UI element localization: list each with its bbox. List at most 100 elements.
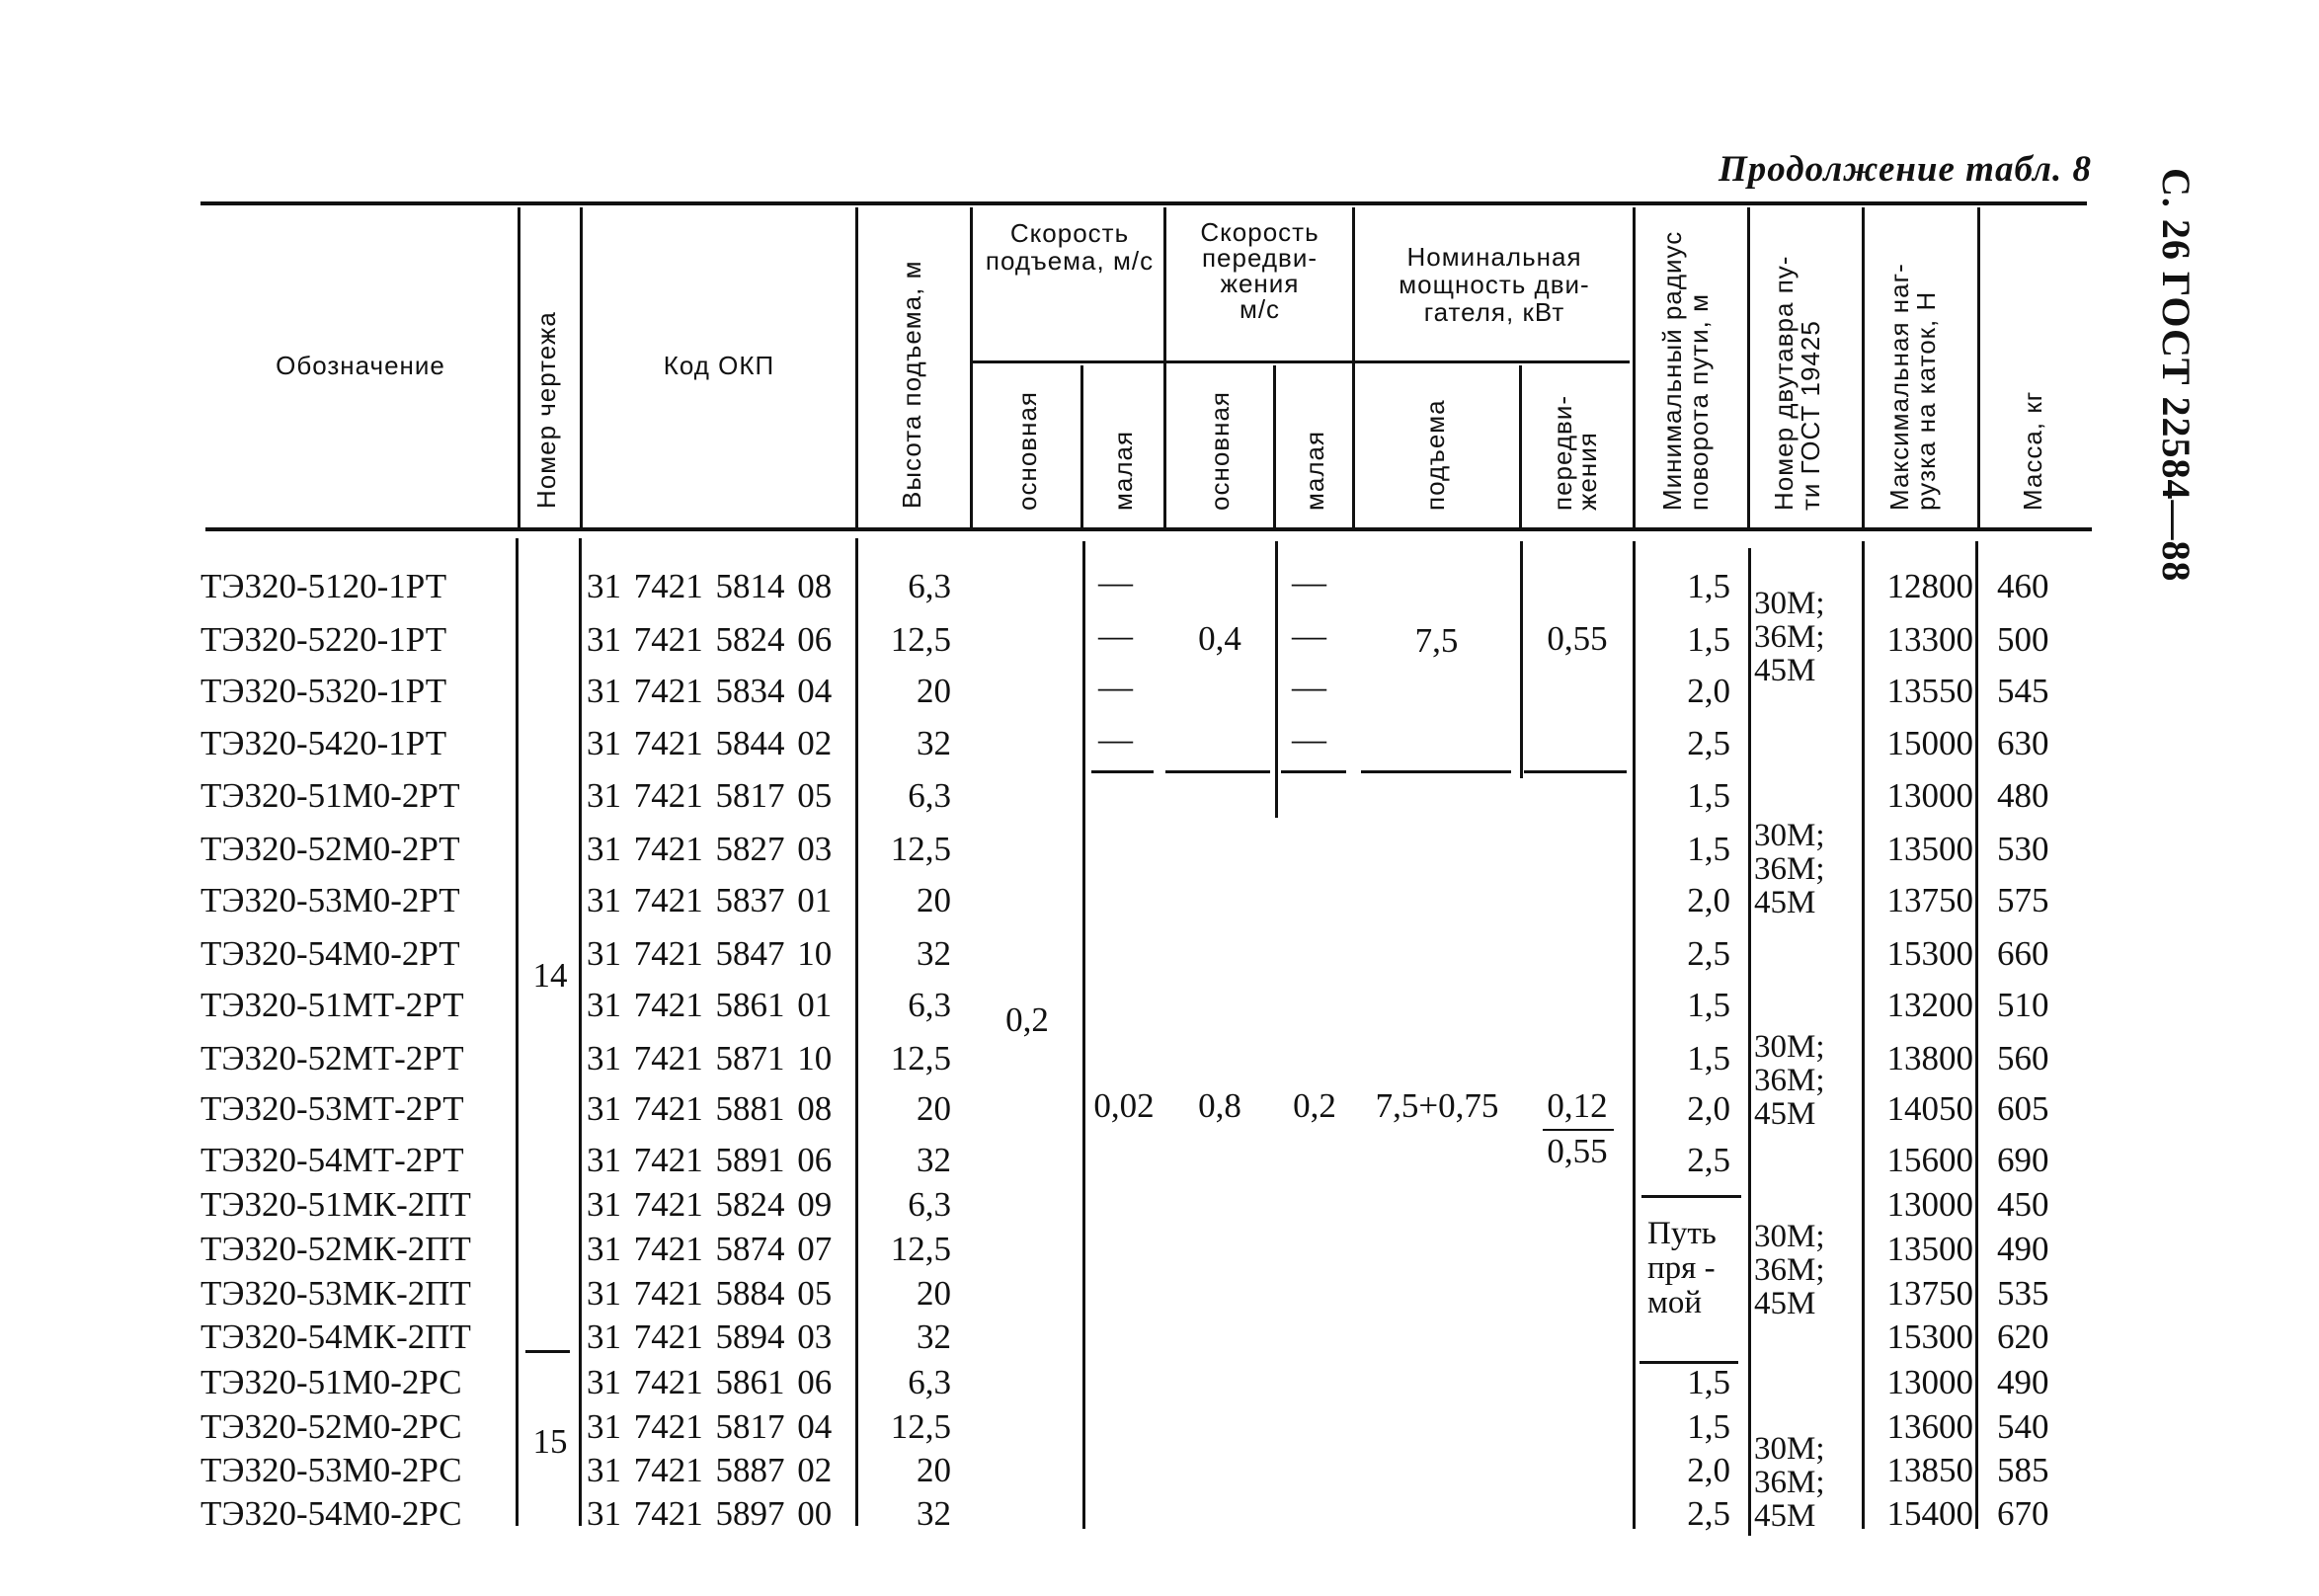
okp-code-cell: 31 7421 5861 06	[587, 1363, 833, 1401]
okp-code-cell: 31 7421 5827 03	[587, 830, 833, 868]
mass-cell: 535	[1997, 1274, 2049, 1313]
okp-code-cell: 31 7421 5871 10	[587, 1039, 833, 1077]
mass-cell: 545	[1997, 672, 2049, 710]
designation-cell: ТЭ320-52МТ-2РТ	[200, 1039, 464, 1077]
header-beam-number: Номер двутавра пу- ти ГОСТ 19425	[1769, 255, 1825, 511]
lift-height-cell: 12,5	[890, 620, 951, 659]
lift-height-cell: 12,5	[890, 830, 951, 868]
header-travel-speed-main: основная	[1205, 391, 1235, 511]
header-motor-power: Номинальная мощность дви- гателя, кВт	[1399, 242, 1590, 327]
okp-code-cell: 31 7421 5881 08	[587, 1089, 833, 1128]
okp-code-cell: 31 7421 5837 01	[587, 881, 833, 919]
designation-cell: ТЭ320-54М0-2РС	[200, 1494, 462, 1533]
designation-cell: ТЭ320-52М0-2РС	[200, 1407, 462, 1446]
min-radius-cell: 2,0	[1687, 672, 1730, 710]
beam-number-group-2: 30М; 36М; 45М	[1754, 818, 1825, 920]
beam-number-group-5: 30М; 36М; 45М	[1754, 1431, 1825, 1534]
max-load-cell: 13750	[1886, 881, 1974, 919]
okp-code-cell: 31 7421 5817 04	[587, 1407, 833, 1446]
page-standard-header: С. 26 ГОСТ 22584—88	[2154, 168, 2199, 583]
max-load-cell: 13800	[1886, 1039, 1974, 1077]
lift-height-cell: 6,3	[908, 567, 951, 605]
min-radius-cell: 1,5	[1687, 1407, 1730, 1446]
designation-cell: ТЭ320-5320-1РТ	[200, 672, 447, 710]
min-radius-cell: 1,5	[1687, 620, 1730, 659]
mass-cell: 460	[1997, 567, 2049, 605]
okp-code-cell: 31 7421 5861 01	[587, 986, 833, 1024]
max-load-cell: 12800	[1886, 567, 1974, 605]
lift-height-cell: 6,3	[908, 1363, 951, 1401]
max-load-cell: 13750	[1886, 1274, 1974, 1313]
okp-code-cell: 31 7421 5847 10	[587, 934, 833, 973]
group2-power-lift: 7,5+0,75	[1375, 1086, 1499, 1125]
max-load-cell: 13000	[1886, 1185, 1974, 1224]
group2-travel-speed-main: 0,8	[1198, 1086, 1241, 1125]
header-bottom-rule	[205, 527, 2092, 531]
max-load-cell: 15000	[1886, 724, 1974, 762]
lift-height-cell: 12,5	[890, 1039, 951, 1077]
max-load-cell: 13300	[1886, 620, 1974, 659]
header-drawing-number: Номер чертежа	[531, 311, 561, 509]
okp-code-cell: 31 7421 5834 04	[587, 672, 833, 710]
designation-cell: ТЭ320-53М0-2РС	[200, 1451, 462, 1489]
mass-cell: 690	[1997, 1141, 2049, 1179]
okp-code-cell: 31 7421 5887 02	[587, 1451, 833, 1489]
designation-cell: ТЭ320-51М0-2РТ	[200, 776, 460, 815]
travel-speed-low-dash: —	[1292, 563, 1326, 601]
mass-cell: 560	[1997, 1039, 2049, 1077]
lift-height-cell: 32	[917, 1494, 951, 1533]
max-load-cell: 13000	[1886, 776, 1974, 815]
lift-speed-low-dash: —	[1098, 720, 1133, 758]
drawing-number-14: 14	[532, 956, 568, 995]
max-load-cell: 15600	[1886, 1141, 1974, 1179]
straight-track-note: Путь пря - мой	[1647, 1216, 1717, 1320]
subheader-rule	[973, 360, 1630, 363]
group1-travel-speed-main: 0,4	[1198, 619, 1241, 658]
max-load-cell: 14050	[1886, 1089, 1974, 1128]
mass-cell: 490	[1997, 1363, 2049, 1401]
min-radius-cell: 2,5	[1687, 934, 1730, 973]
min-radius-cell: 1,5	[1687, 830, 1730, 868]
lift-speed-low-dash: —	[1098, 563, 1133, 601]
designation-cell: ТЭ320-53МТ-2РТ	[200, 1089, 464, 1128]
mass-cell: 605	[1997, 1089, 2049, 1128]
header-travel-speed-low: малая	[1300, 430, 1329, 511]
header-max-load: Максимальная наг- рузка на каток, Н	[1884, 263, 1941, 511]
lift-height-cell: 32	[917, 724, 951, 762]
group2-lift-speed-low: 0,02	[1093, 1086, 1155, 1125]
beam-number-group-1: 30М; 36М; 45М	[1754, 586, 1825, 688]
lift-height-cell: 20	[917, 1274, 951, 1313]
designation-cell: ТЭ320-51МТ-2РТ	[200, 986, 464, 1024]
mass-cell: 660	[1997, 934, 2049, 973]
designation-cell: ТЭ320-51МК-2ПТ	[200, 1185, 471, 1224]
mass-cell: 490	[1997, 1230, 2049, 1268]
header-motor-power-travel: передви- жения	[1548, 394, 1602, 511]
designation-cell: ТЭ320-53МК-2ПТ	[200, 1274, 471, 1313]
group2-power-travel-numerator: 0,12	[1547, 1086, 1608, 1125]
lift-height-cell: 12,5	[890, 1407, 951, 1446]
travel-speed-low-dash: —	[1292, 616, 1326, 655]
lift-height-cell: 32	[917, 1317, 951, 1356]
lift-speed-main-value: 0,2	[1005, 1000, 1049, 1039]
min-radius-cell: 1,5	[1687, 986, 1730, 1024]
mass-cell: 510	[1997, 986, 2049, 1024]
mass-cell: 450	[1997, 1185, 2049, 1224]
group2-power-travel-denominator: 0,55	[1547, 1132, 1608, 1170]
max-load-cell: 13500	[1886, 830, 1974, 868]
beam-number-group-4: 30М; 36М; 45М	[1754, 1219, 1825, 1321]
drawing-number-15: 15	[532, 1422, 568, 1461]
header-lift-speed-low: малая	[1108, 430, 1138, 511]
header-min-radius: Минимальный радиус поворота пути, м	[1657, 230, 1714, 511]
lift-height-cell: 6,3	[908, 776, 951, 815]
designation-cell: ТЭ320-5220-1РТ	[200, 620, 447, 659]
lift-height-cell: 6,3	[908, 1185, 951, 1224]
min-radius-cell: 1,5	[1687, 567, 1730, 605]
mass-cell: 670	[1997, 1494, 2049, 1533]
lift-speed-low-dash: —	[1098, 668, 1133, 706]
header-lift-height: Высота подъема, м	[897, 260, 926, 509]
lift-height-cell: 20	[917, 1089, 951, 1128]
min-radius-cell: 1,5	[1687, 1363, 1730, 1401]
okp-code-cell: 31 7421 5844 02	[587, 724, 833, 762]
designation-cell: ТЭ320-54МТ-2РТ	[200, 1141, 464, 1179]
max-load-cell: 13600	[1886, 1407, 1974, 1446]
